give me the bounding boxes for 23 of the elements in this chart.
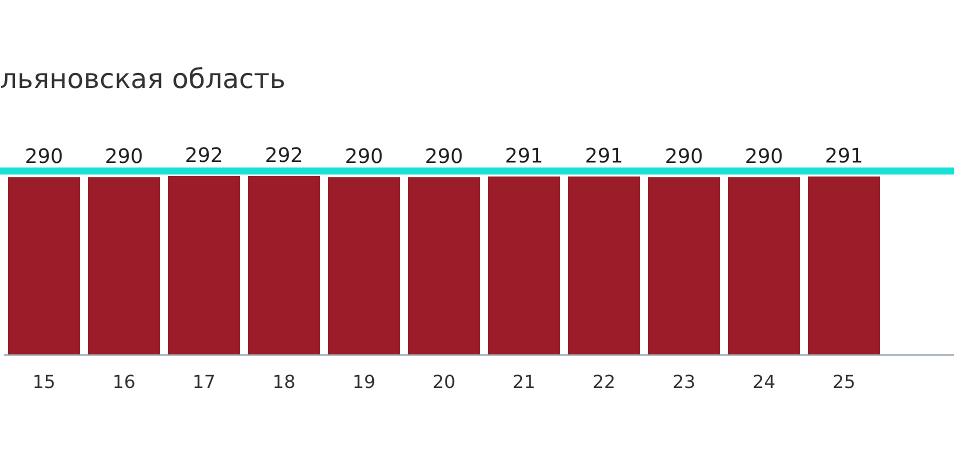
- x-tick-label: 24: [752, 372, 776, 393]
- data-label: 291: [584, 144, 624, 168]
- x-tick-label: 25: [832, 372, 856, 393]
- data-label: 290: [664, 144, 704, 168]
- x-tick-label: 16: [112, 372, 136, 393]
- data-label: 291: [504, 144, 544, 168]
- x-tick-label: 17: [192, 372, 216, 393]
- x-tick-label: 20: [432, 372, 456, 393]
- data-label: 290: [424, 144, 464, 168]
- x-tick-label: 15: [32, 372, 56, 393]
- x-tick-label: 22: [592, 372, 616, 393]
- data-label: 290: [344, 144, 384, 168]
- data-label: 292: [184, 142, 224, 167]
- x-tick-label: 19: [352, 372, 376, 393]
- data-label: 291: [824, 144, 864, 168]
- data-label: 290: [24, 144, 64, 168]
- chart-title: льяновская область: [0, 64, 286, 95]
- x-tick-label: 23: [672, 372, 696, 393]
- data-label: 292: [264, 142, 304, 167]
- data-label: 290: [104, 144, 144, 168]
- x-tick-label: 18: [272, 372, 296, 393]
- data-label: 290: [744, 144, 784, 168]
- x-tick-label: 21: [512, 372, 536, 393]
